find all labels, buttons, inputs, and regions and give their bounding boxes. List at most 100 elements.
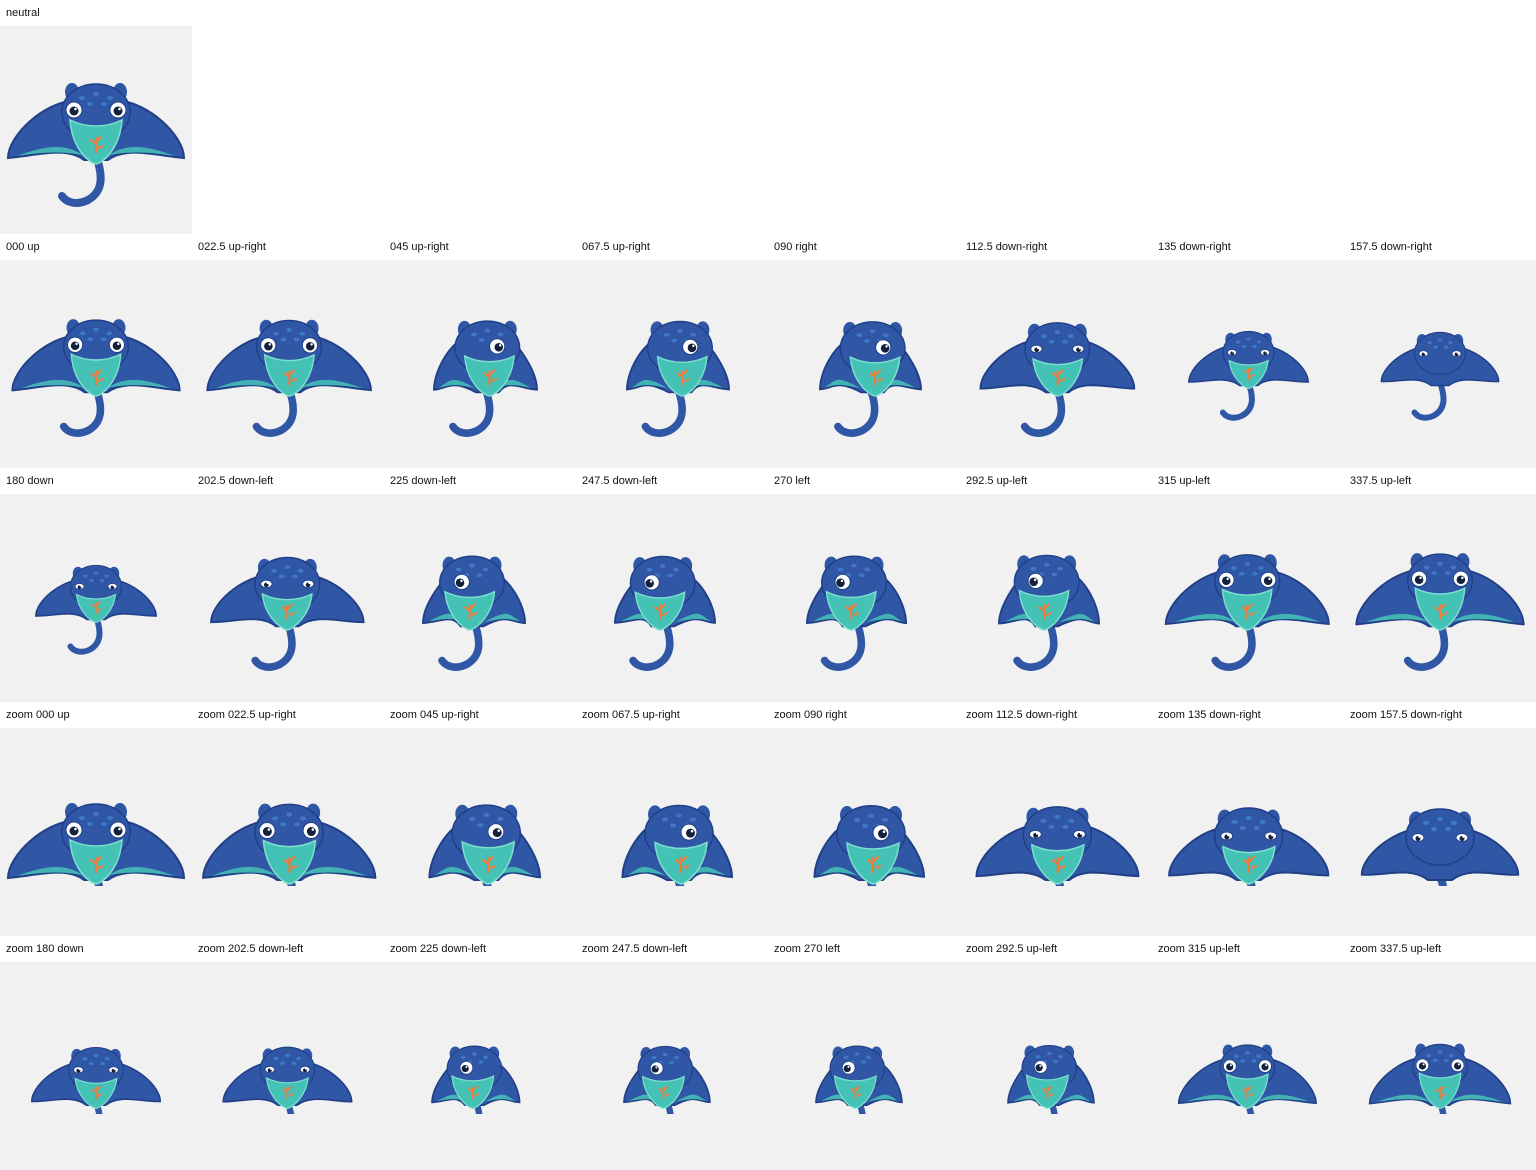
sprite-tile [768,494,960,702]
cell-label: zoom 157.5 down-right [1350,709,1462,721]
cell-label: zoom 045 up-right [390,709,479,721]
manta-ray-sprite [1007,1044,1095,1114]
manta-ray [30,1046,162,1114]
cell-label: zoom 247.5 down-left [582,943,688,955]
cell-label: zoom 270 left [774,943,841,955]
manta-ray-sprite [1360,808,1520,886]
manta-ray-sprite [222,1046,353,1114]
manta-ray [206,319,372,437]
manta-ray-sprite [6,83,186,207]
sprite-tile [1152,494,1344,702]
cell-label: zoom 090 right [774,709,847,721]
manta-ray-sprite [1368,1043,1512,1114]
manta-ray-sprite [422,555,526,671]
cell-label: zoom 022.5 up-right [198,709,296,721]
manta-ray [6,83,186,207]
manta-ray [614,555,716,671]
manta-ray-sprite [998,554,1100,671]
sprite-tile [576,494,768,702]
cell-label: 090 right [774,241,817,253]
manta-ray-sprite [433,320,538,437]
sprite-tile [1152,962,1344,1170]
sprite-tile [960,728,1152,936]
manta-ray-sprite [626,320,730,437]
cell-label: 112.5 down-right [966,241,1048,253]
manta-ray-sprite [813,805,926,886]
manta-ray [1188,330,1309,421]
cell-label: 270 left [774,475,811,487]
manta-ray [1168,807,1330,886]
sprite-tile [0,260,192,468]
manta-ray-sprite [819,321,922,437]
neutral-tile [0,26,192,234]
sprite-tile [1344,728,1536,936]
sprite-tile [192,962,384,1170]
manta-ray [11,319,181,437]
manta-ray [626,320,730,437]
sprite-tile [1344,260,1536,468]
cell-label: 022.5 up-right [198,241,266,253]
sprite-tile [768,728,960,936]
cell-label: 315 up-left [1158,475,1210,487]
manta-ray [1368,1043,1512,1114]
manta-ray-sprite [206,319,372,437]
cell-label: 225 down-left [390,475,457,487]
manta-ray-sprite [1380,331,1500,421]
sprite-tile [960,494,1152,702]
manta-ray [623,1045,711,1114]
sprite-tile [960,260,1152,468]
sprite-tile [768,260,960,468]
cell-label: zoom 112.5 down-right [966,709,1078,721]
sprite-tile [192,494,384,702]
manta-ray [1360,808,1520,886]
sprite-tile [384,728,576,936]
manta-ray [1355,553,1525,671]
manta-ray [35,564,157,655]
cell-label: 157.5 down-right [1350,241,1432,253]
sprite-tile [1152,728,1344,936]
cell-label: 202.5 down-left [198,475,274,487]
manta-ray [621,804,734,886]
manta-ray-sprite [1355,553,1525,671]
sprite-tile [576,728,768,936]
cell-label: zoom 067.5 up-right [582,709,680,721]
manta-ray-sprite [975,806,1140,886]
cell-label: zoom 315 up-left [1158,943,1240,955]
manta-ray [431,1045,521,1114]
manta-ray [806,555,907,671]
sprite-tile [1344,494,1536,702]
cell-label: zoom 337.5 up-left [1350,943,1442,955]
sprite-tile [576,962,768,1170]
cell-label: 180 down [6,475,54,487]
cell-label: zoom 292.5 up-left [966,943,1058,955]
manta-ray-sprite [11,319,181,437]
manta-ray [819,321,922,437]
manta-ray [433,320,538,437]
sprite-tile [0,494,192,702]
manta-ray [1380,331,1500,421]
cell-label: 045 up-right [390,241,449,253]
cell-label: zoom 000 up [6,709,70,721]
neutral-label: neutral [6,7,40,19]
cell-label: zoom 180 down [6,943,84,955]
manta-ray [813,805,926,886]
sprite-tile [0,962,192,1170]
manta-ray [998,554,1100,671]
sprite-tile [576,260,768,468]
manta-ray [1007,1044,1095,1114]
sprite-tile [0,728,192,936]
cell-label: 337.5 up-left [1350,475,1412,487]
manta-ray [975,806,1140,886]
manta-ray-sprite [428,804,542,886]
manta-ray-sprite [1177,1044,1317,1114]
manta-ray-sprite [1188,330,1309,421]
sprite-tile [384,260,576,468]
manta-ray-sprite [210,556,365,671]
sprite-tile [192,260,384,468]
manta-ray [1177,1044,1317,1114]
manta-ray-sprite [30,1046,162,1114]
manta-ray-sprite [979,322,1136,437]
sprite-tile [768,962,960,1170]
manta-ray-sprite [35,564,157,655]
manta-ray-sprite [6,803,186,886]
